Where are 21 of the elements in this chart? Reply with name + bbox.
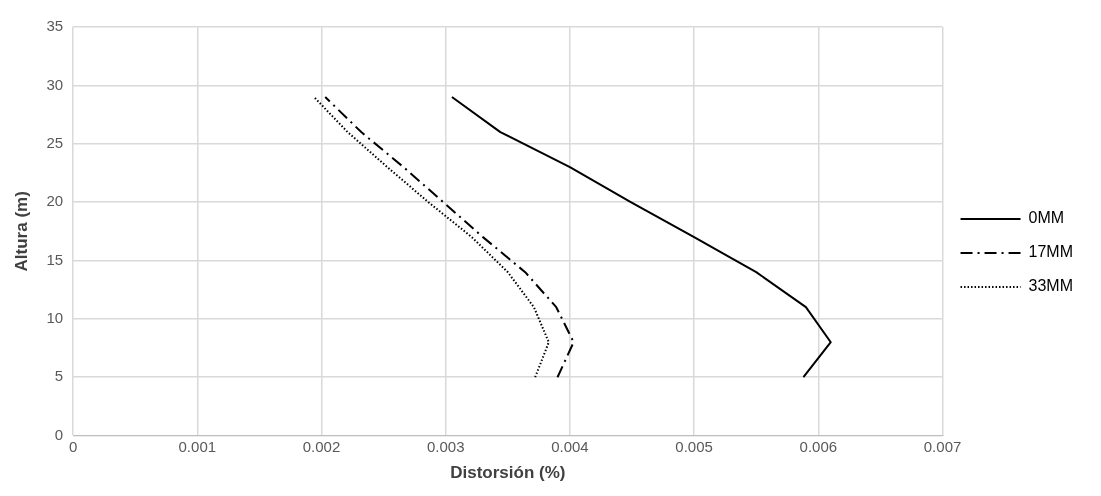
y-tick-label: 35 xyxy=(46,17,64,35)
y-axis-title: Altura (m) xyxy=(11,191,31,272)
y-tick-label: 15 xyxy=(46,250,64,268)
x-tick-label: 0.005 xyxy=(675,437,713,455)
y-tick-label: 10 xyxy=(46,309,64,326)
x-tick-label: 0 xyxy=(68,437,78,455)
x-axis-title: Distorsión (%) xyxy=(450,463,566,483)
y-tick-label: 25 xyxy=(46,133,64,151)
y-tick-label: 0 xyxy=(54,425,64,443)
x-tick-label: 0.002 xyxy=(302,437,341,455)
x-tick-label: 0.006 xyxy=(799,437,838,455)
x-tick-label: 0.001 xyxy=(178,437,217,455)
y-tick-label: 20 xyxy=(46,192,64,210)
y-tick-label: 30 xyxy=(46,75,64,93)
x-tick-label: 0.004 xyxy=(551,437,589,455)
x-tick-label: 0.007 xyxy=(923,437,962,455)
legend-label: 33MM xyxy=(1028,277,1073,295)
legend-label: 0MM xyxy=(1028,209,1065,227)
legend-label: 17MM xyxy=(1028,243,1073,261)
x-tick-label: 0.003 xyxy=(426,437,465,455)
y-tick-label: 5 xyxy=(54,367,64,385)
